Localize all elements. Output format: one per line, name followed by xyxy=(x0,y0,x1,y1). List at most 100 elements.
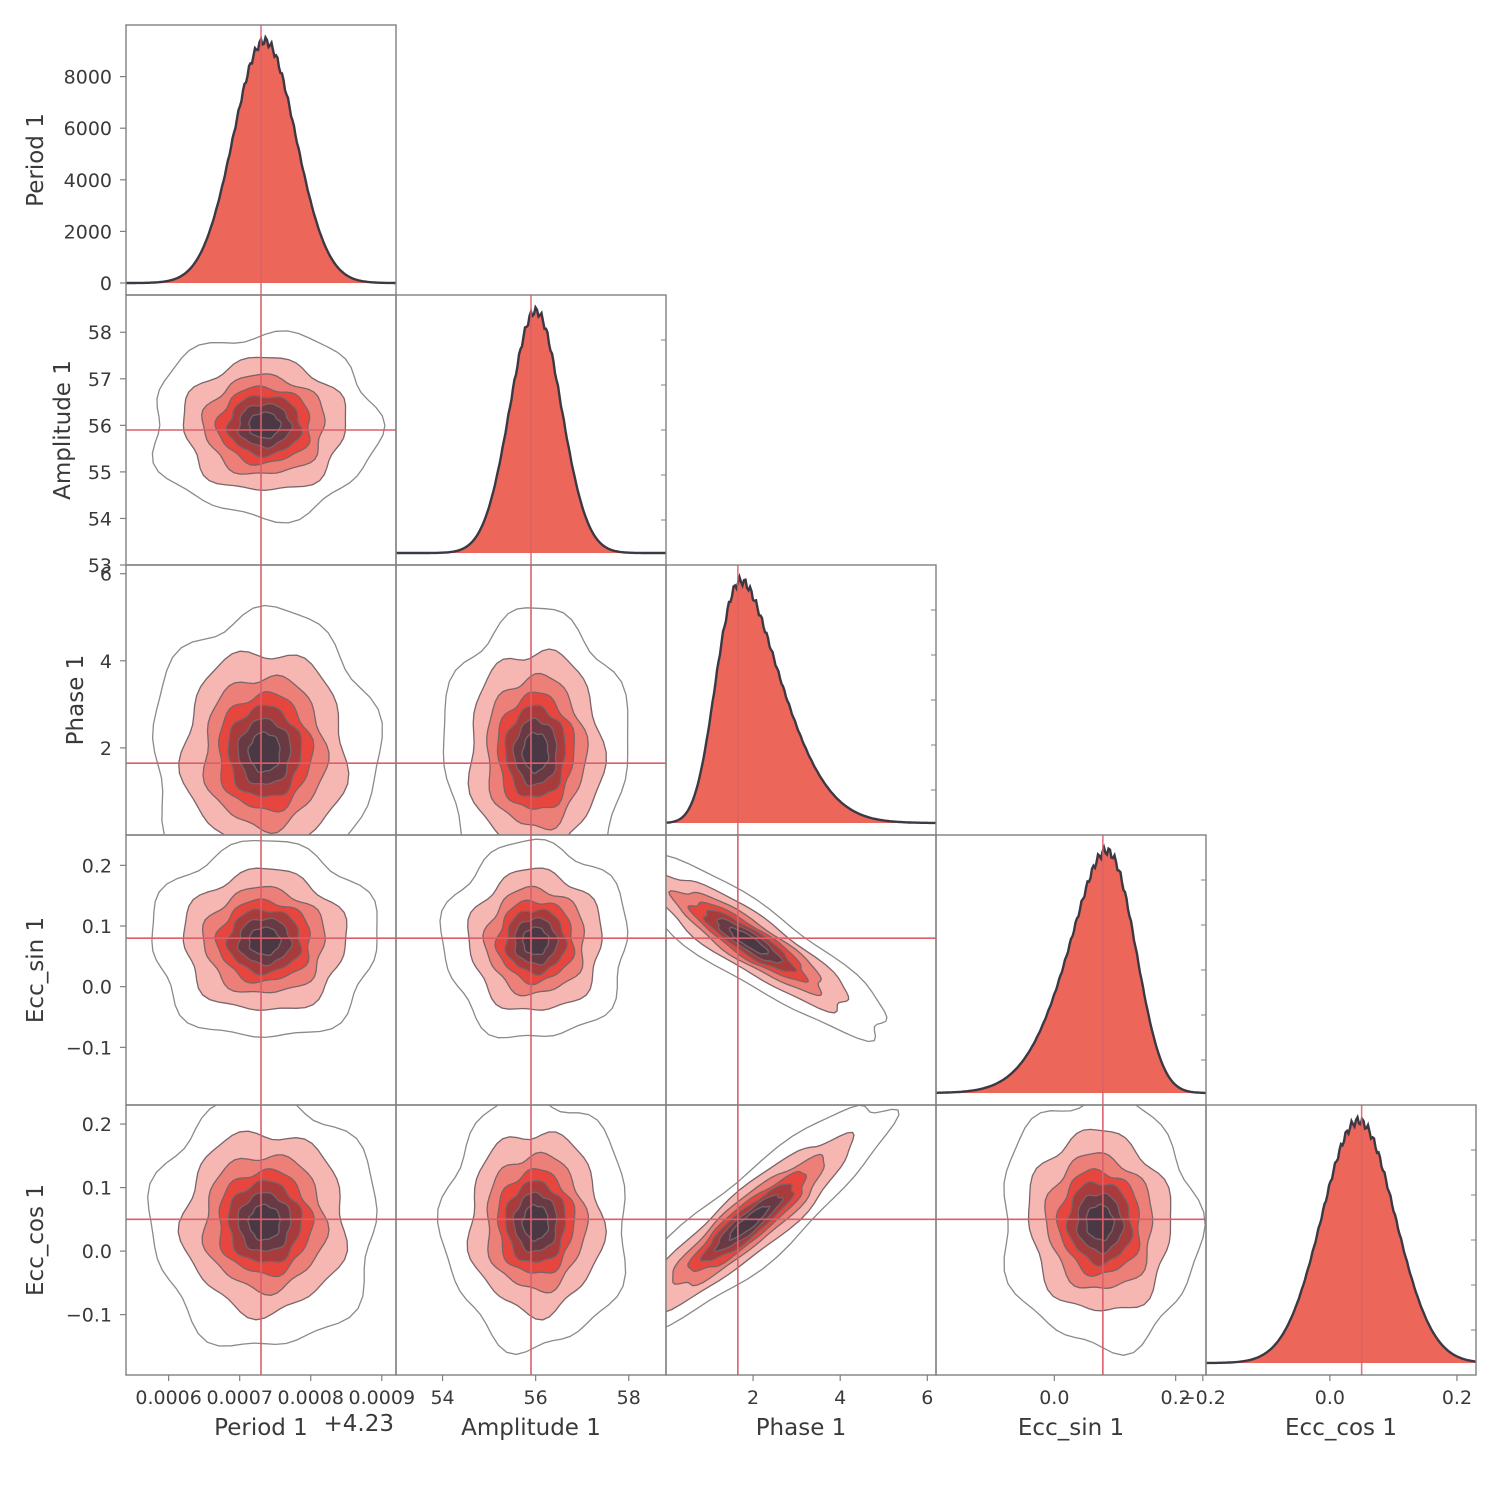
panel-frame-5-4 xyxy=(935,1104,1207,1376)
ytick-label: 6 xyxy=(100,564,112,586)
x-axis-label-1: Period 1 xyxy=(214,1415,308,1441)
ytick-label: 4000 xyxy=(64,170,112,192)
histogram-4 xyxy=(935,834,1207,1106)
contour-level-6 xyxy=(1085,1203,1116,1242)
panel-2-1 xyxy=(125,294,397,566)
xtick-label: 0.0008 xyxy=(277,1387,343,1409)
contour-level-6 xyxy=(247,1203,281,1241)
outer-envelope xyxy=(436,1105,627,1356)
histogram-fill-5 xyxy=(1206,1117,1476,1363)
xtick-label: 58 xyxy=(617,1387,641,1409)
histogram-fill-4 xyxy=(936,847,1206,1093)
xtick-label: 0.0006 xyxy=(135,1387,201,1409)
y-axis-label-1: Period 1 xyxy=(23,113,49,207)
panel-3-1 xyxy=(125,564,397,836)
histogram-fill-3 xyxy=(666,577,936,823)
panel-5-1 xyxy=(125,1104,397,1376)
outer-envelope xyxy=(151,839,378,1039)
xtick-label: 0.0 xyxy=(1039,1387,1069,1409)
xtick-label: 4 xyxy=(834,1387,846,1409)
contour-group xyxy=(442,607,629,835)
ytick-label: 0.0 xyxy=(82,1241,112,1263)
outer-envelope xyxy=(666,854,888,1043)
histogram-outline-4 xyxy=(936,843,1206,1095)
diagonal-panels: 0 2000 4000 6000 8000 xyxy=(64,24,1477,1376)
ytick-label: 58 xyxy=(88,322,112,344)
xtick-label: −0.2 xyxy=(1180,1387,1226,1409)
xtick-label: 2 xyxy=(747,1387,759,1409)
xtick-label: 56 xyxy=(524,1387,548,1409)
x-axis-label-2: Amplitude 1 xyxy=(461,1415,601,1441)
contour-group xyxy=(439,838,629,1039)
y-axes: 53 54 55 56 57 58 2 4 6 −0.1 0.0 0.1 0.2 −0.1 0.0 0.1 0.… xyxy=(23,113,126,1327)
ytick-label: −0.1 xyxy=(66,1305,112,1327)
ytick-label: 55 xyxy=(88,462,112,484)
ytick-label: 4 xyxy=(100,651,112,673)
xtick-label: 0.2 xyxy=(1161,1387,1191,1409)
x-axis-label-4: Ecc_sin 1 xyxy=(1018,1415,1124,1441)
outer-envelope xyxy=(151,604,383,835)
ytick-label: 2000 xyxy=(64,221,112,243)
contour-group xyxy=(666,1105,900,1328)
panel-5-3 xyxy=(665,1104,937,1376)
outer-envelope xyxy=(1003,1105,1206,1356)
xtick-label: 0.0 xyxy=(1315,1387,1345,1409)
ytick-label: 0.0 xyxy=(82,977,112,999)
off-diagonal-panels xyxy=(125,294,1207,1376)
contour-level-6 xyxy=(521,1203,550,1242)
contour-group xyxy=(151,839,378,1039)
contour-group xyxy=(151,604,383,835)
ytick-label: 57 xyxy=(88,369,112,391)
ytick-label: 0.1 xyxy=(82,1178,112,1200)
contour-level-6 xyxy=(248,926,282,957)
ytick-label: 0 xyxy=(100,273,112,295)
x-axes: 0.0006 0.0007 0.0008 0.0009 Period 1 54 56 58 Am… xyxy=(135,1375,1472,1441)
histogram-3 xyxy=(665,564,937,836)
y-axis-label-4: Ecc_sin 1 xyxy=(23,917,49,1023)
xtick-label: 54 xyxy=(430,1387,454,1409)
contour-level-6 xyxy=(522,926,550,956)
ytick-label: 0.1 xyxy=(82,916,112,938)
ytick-label: 56 xyxy=(88,415,112,437)
histogram-5 xyxy=(1205,1104,1477,1376)
x-axis-label-3: Phase 1 xyxy=(756,1415,847,1441)
outer-envelope xyxy=(439,838,629,1039)
panel-5-2 xyxy=(395,1104,667,1376)
xtick-label: 0.2 xyxy=(1442,1387,1472,1409)
y-axis-label-5: Ecc_cos 1 xyxy=(23,1184,49,1296)
y-axis-label-2: Amplitude 1 xyxy=(50,360,76,500)
histogram-outline-3 xyxy=(665,572,936,825)
panel-4-2 xyxy=(395,834,667,1106)
xtick-label: 6 xyxy=(921,1387,933,1409)
outer-envelope xyxy=(151,330,386,524)
ytick-label: 54 xyxy=(88,508,112,530)
histogram-outline-5 xyxy=(1205,1113,1477,1365)
contour-group xyxy=(666,854,888,1043)
ytick-label: 8000 xyxy=(64,67,112,89)
panel-4-3 xyxy=(665,834,937,1106)
panel-4-1 xyxy=(125,834,397,1106)
contour-level-6 xyxy=(728,926,769,955)
contour-group xyxy=(436,1105,627,1356)
panel-3-2 xyxy=(395,564,667,836)
contour-group xyxy=(147,1105,378,1347)
ytick-label: 0.2 xyxy=(82,855,112,877)
ytick-label: 0.2 xyxy=(82,1114,112,1136)
histogram-1: 0 2000 4000 6000 8000 xyxy=(64,24,397,296)
x-axis-offset-label: +4.23 xyxy=(324,1411,394,1437)
contour-level-6 xyxy=(248,411,282,440)
ytick-label: −0.1 xyxy=(66,1037,112,1059)
panel-5-4 xyxy=(935,1104,1207,1376)
outer-envelope xyxy=(147,1105,378,1347)
ytick-label: 53 xyxy=(88,555,112,577)
ytick-label: 6000 xyxy=(64,118,112,140)
outer-envelope xyxy=(666,1105,900,1328)
xtick-label: 0.0009 xyxy=(349,1387,415,1409)
histogram-2 xyxy=(395,294,667,566)
y-axis-label-3: Phase 1 xyxy=(63,655,89,746)
contour-group xyxy=(1003,1105,1206,1356)
xtick-label: 0.0007 xyxy=(206,1387,272,1409)
x-axis-label-5: Ecc_cos 1 xyxy=(1285,1415,1397,1441)
outer-envelope xyxy=(442,607,629,835)
